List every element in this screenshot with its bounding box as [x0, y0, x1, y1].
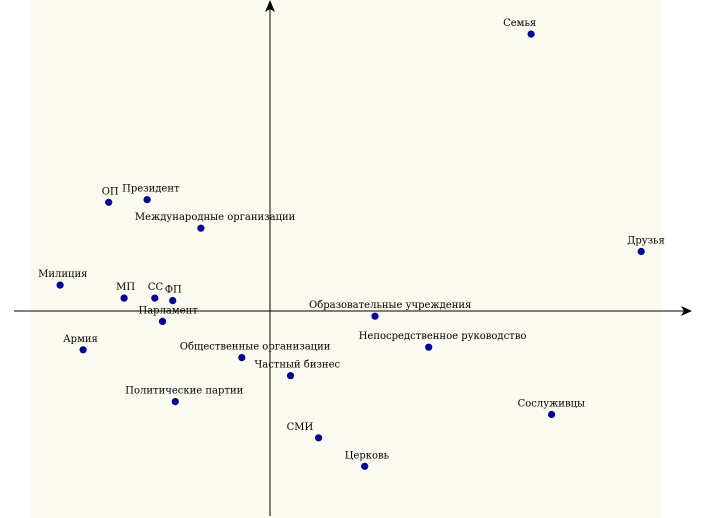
data-labels: Семья ОП Президент Международные организаци… [38, 18, 665, 461]
point-label: Друзья [627, 236, 665, 247]
point-label: Образовательные учреждения [309, 300, 471, 311]
plot-background [30, 0, 662, 518]
point-label: Милиция [38, 269, 87, 280]
data-point [371, 312, 379, 320]
x-axis-arrow [681, 306, 692, 316]
point-label: Парламент [139, 305, 199, 316]
point-label: Международные организации [135, 212, 296, 223]
axes [14, 0, 692, 516]
data-point [637, 247, 645, 256]
point-label: Президент [122, 184, 180, 195]
point-label: МП [116, 282, 135, 293]
data-point [315, 434, 323, 442]
point-label: ФП [165, 285, 182, 296]
point-label: Общественные организации [180, 342, 331, 353]
data-point [151, 294, 159, 302]
data-point [171, 398, 179, 406]
data-point [197, 224, 205, 232]
data-point [527, 30, 535, 38]
point-label: Частный бизнес [255, 360, 341, 371]
point-label: Сослуживцы [518, 399, 585, 410]
point-label: Церковь [345, 450, 390, 461]
data-point [238, 354, 246, 362]
data-point [169, 297, 177, 305]
point-label: ОП [102, 186, 119, 197]
point-label: Армия [63, 334, 98, 345]
data-point [79, 346, 87, 354]
point-label: Семья [503, 18, 536, 29]
background-panel [30, 0, 662, 518]
point-label: Политические партии [125, 386, 243, 397]
data-point [425, 343, 433, 351]
point-label: СС [148, 282, 164, 293]
data-point [105, 198, 113, 206]
data-point [286, 372, 295, 380]
data-points [56, 30, 645, 470]
data-point [361, 462, 369, 470]
data-point [56, 281, 64, 289]
y-axis-arrow [265, 0, 275, 12]
data-point [547, 410, 556, 419]
data-point [120, 294, 128, 302]
point-label: СМИ [287, 422, 314, 433]
data-point [158, 317, 167, 326]
point-label: Непосредственное руководство [359, 331, 527, 342]
data-point [143, 196, 151, 204]
